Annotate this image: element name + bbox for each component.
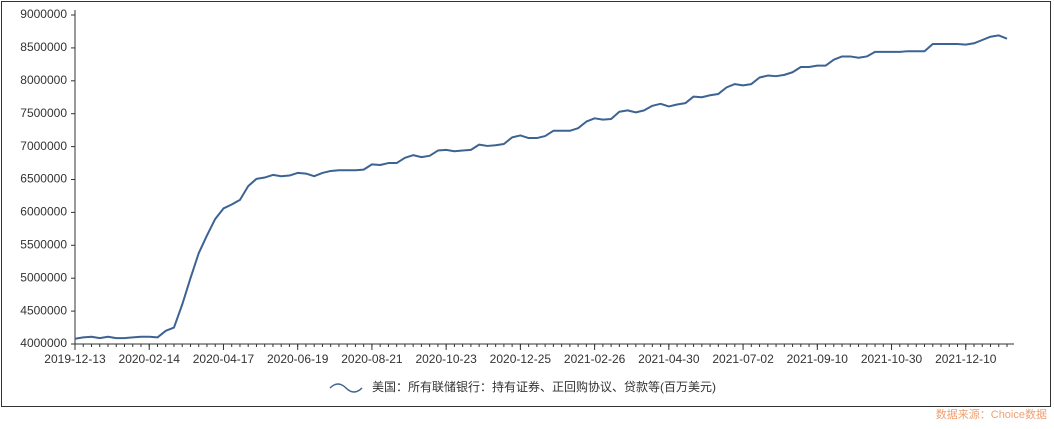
legend-swatch bbox=[329, 383, 363, 393]
x-tick-label: 2020-04-17 bbox=[193, 352, 255, 366]
x-tick-label: 2021-10-30 bbox=[861, 352, 923, 366]
y-tick-label: 7500000 bbox=[20, 106, 67, 120]
y-tick-label: 4000000 bbox=[20, 336, 67, 350]
y-tick-label: 6000000 bbox=[20, 205, 67, 219]
line bbox=[74, 34, 1008, 340]
legend-label: 美国：所有联储银行：持有证券、正回购协议、贷款等(百万美元) bbox=[372, 379, 716, 394]
source: 数据来源：Choice数据 bbox=[936, 407, 1047, 421]
x-tick-label: 2021-07-02 bbox=[712, 352, 774, 366]
x-tick-label: 2021-09-10 bbox=[787, 352, 849, 366]
y-tick-label: 4500000 bbox=[20, 303, 67, 317]
x-tick-label: 2020-08-21 bbox=[341, 352, 403, 366]
y-tick-label: 5500000 bbox=[20, 237, 67, 251]
frame bbox=[1, 1, 1051, 407]
y-tick-label: 7000000 bbox=[20, 139, 67, 153]
y-tick-label: 8500000 bbox=[20, 40, 67, 54]
x-tick-label: 2019-12-13 bbox=[44, 352, 106, 366]
x-tick-label: 2021-04-30 bbox=[638, 352, 700, 366]
y-tick-label: 9000000 bbox=[20, 7, 67, 21]
y-tick-label: 5000000 bbox=[20, 270, 67, 284]
x-tick-label: 2021-02-26 bbox=[564, 352, 626, 366]
x-tick-label: 2020-02-14 bbox=[119, 352, 181, 366]
y-tick-label: 8000000 bbox=[20, 73, 67, 87]
x-tick-label: 2020-12-25 bbox=[490, 352, 552, 366]
y-tick-label: 6500000 bbox=[20, 172, 67, 186]
x-tick-label: 2020-10-23 bbox=[415, 352, 477, 366]
x-tick-label: 2020-06-19 bbox=[267, 352, 329, 366]
x-tick-label: 2021-12-10 bbox=[935, 352, 997, 366]
